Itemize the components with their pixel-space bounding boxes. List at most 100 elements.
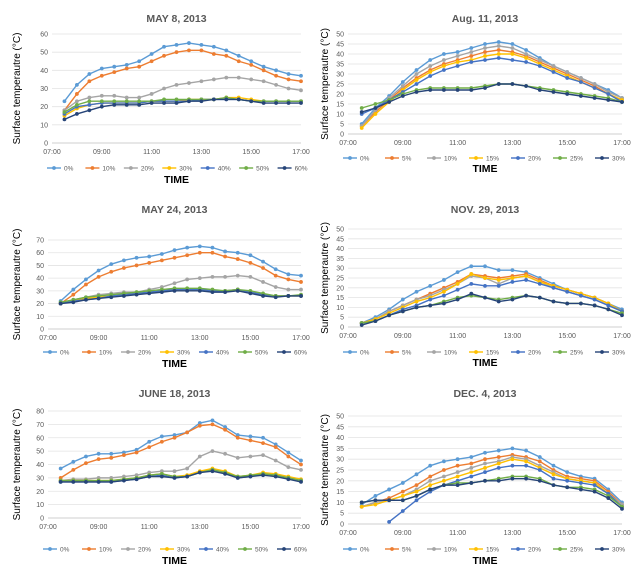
data-point	[99, 73, 104, 78]
y-tick-label: 0	[40, 327, 44, 334]
data-point	[400, 94, 405, 98]
series-line	[60, 245, 302, 302]
data-point	[172, 475, 177, 480]
data-point	[286, 86, 291, 91]
x-tick-label: 11:00	[449, 140, 466, 147]
data-point	[496, 82, 501, 86]
legend-item: 60%	[277, 547, 307, 554]
series-line	[60, 290, 301, 305]
data-point	[273, 458, 278, 463]
series-group	[58, 469, 303, 484]
data-point	[299, 73, 303, 78]
legend-marker	[600, 547, 604, 551]
data-point	[428, 88, 433, 92]
legend-marker	[600, 156, 604, 160]
data-point	[224, 75, 229, 80]
data-point	[99, 104, 104, 109]
chart-title: NOV. 29, 2013	[451, 204, 520, 216]
data-point	[483, 461, 487, 466]
data-point	[211, 52, 216, 56]
legend-item: 30%	[595, 547, 625, 554]
series-line	[63, 49, 302, 111]
data-point	[442, 278, 446, 282]
data-point	[428, 70, 433, 74]
data-point	[414, 305, 419, 310]
data-point	[235, 257, 240, 261]
data-point	[496, 56, 501, 60]
data-point	[286, 287, 291, 292]
data-point	[428, 478, 433, 483]
data-point	[592, 303, 597, 308]
chart-title: MAY 8, 2013	[146, 13, 206, 25]
legend-marker	[165, 350, 169, 354]
legend-item: 50%	[238, 547, 268, 554]
series-line	[361, 279, 623, 324]
legend-marker	[48, 547, 52, 551]
legend-label: 30%	[612, 547, 625, 554]
legend-item: 0%	[343, 350, 370, 357]
x-tick-label: 07:00	[339, 333, 357, 340]
y-tick-label: 40	[36, 276, 44, 283]
data-point	[197, 421, 202, 425]
legend-label: 40%	[216, 547, 229, 554]
x-axis-title: TIME	[472, 357, 497, 369]
data-point	[565, 70, 570, 74]
legend-label: 20%	[141, 166, 154, 173]
series-line	[361, 53, 623, 129]
data-point	[400, 498, 405, 503]
data-point	[537, 281, 542, 286]
data-point	[210, 469, 215, 474]
data-point	[235, 273, 240, 278]
data-point	[442, 468, 446, 472]
x-tick-label: 17:00	[292, 524, 310, 531]
data-point	[109, 475, 114, 480]
data-point	[197, 244, 202, 249]
data-point	[71, 292, 76, 297]
data-point	[124, 62, 129, 67]
data-point	[112, 102, 117, 107]
legend-marker	[128, 166, 133, 170]
x-tick-label: 09:00	[394, 333, 412, 340]
legend-label: 15%	[486, 547, 499, 554]
data-point	[236, 59, 241, 64]
data-point	[537, 64, 542, 68]
data-point	[84, 479, 88, 484]
data-point	[537, 58, 542, 62]
data-point	[359, 110, 364, 114]
y-tick-label: 45	[336, 42, 344, 49]
data-point	[483, 42, 487, 46]
data-point	[524, 48, 528, 52]
y-tick-label: 35	[336, 62, 344, 69]
y-tick-label: 30	[36, 475, 44, 482]
x-axis-title: TIME	[162, 358, 187, 370]
y-tick-label: 20	[336, 285, 344, 292]
data-point	[159, 469, 164, 474]
data-point	[199, 48, 204, 53]
data-point	[87, 79, 92, 84]
data-point	[496, 478, 501, 483]
legend-marker	[165, 547, 169, 551]
data-point	[210, 250, 215, 255]
data-point	[442, 478, 446, 483]
data-point	[469, 60, 474, 64]
data-point	[373, 319, 378, 324]
series-group	[62, 95, 303, 115]
data-point	[236, 75, 241, 80]
data-point	[75, 99, 79, 104]
legend-item: 60%	[277, 350, 307, 357]
data-point	[274, 73, 278, 78]
data-point	[414, 299, 419, 304]
series-line	[60, 252, 302, 305]
data-point	[428, 474, 433, 479]
data-point	[524, 448, 528, 453]
x-tick-label: 13:00	[191, 524, 209, 531]
data-point	[96, 451, 101, 456]
series-line	[361, 83, 623, 109]
data-point	[400, 494, 405, 498]
series-group	[359, 476, 624, 511]
data-point	[273, 474, 278, 479]
x-tick-label: 13:00	[191, 335, 209, 342]
data-point	[524, 84, 528, 88]
y-axis-title: Surface temperautre (°C)	[12, 409, 23, 521]
data-point	[524, 274, 528, 278]
